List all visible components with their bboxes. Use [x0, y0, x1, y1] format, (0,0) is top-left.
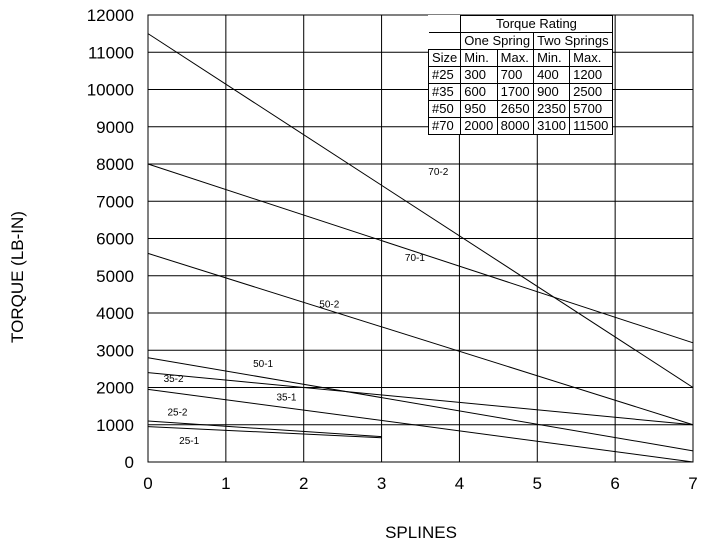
y-tick-label: 1000	[96, 416, 134, 435]
table-title: Torque Rating	[460, 15, 613, 33]
table-cell: 2000	[460, 117, 498, 135]
series-line-35-2	[147, 372, 694, 426]
y-tick-label: 9000	[96, 118, 134, 137]
table-corner	[428, 15, 462, 33]
table-row: #50 950 2650 2350 5700	[427, 100, 613, 118]
series-line-25-1	[147, 426, 382, 439]
table-header: Min.	[460, 49, 498, 67]
table-corner	[428, 32, 462, 50]
series-line-50-2	[147, 252, 694, 426]
x-tick-label: 3	[377, 474, 386, 493]
y-axis-label: TORQUE (LB-IN)	[8, 211, 27, 343]
table-cell: #50	[427, 100, 462, 118]
table-cell: #70	[427, 117, 462, 135]
y-tick-label: 10000	[87, 81, 134, 100]
y-tick-label: 12000	[87, 6, 134, 25]
table-header: Max.	[569, 49, 613, 67]
table-cell: 600	[460, 83, 498, 101]
x-tick-label: 5	[533, 474, 542, 493]
table-cell: 5700	[569, 100, 613, 118]
x-axis-label: SPLINES	[385, 523, 457, 542]
table-cell: 1200	[569, 66, 613, 84]
table-cell: 700	[496, 66, 535, 84]
table-header: Size	[427, 49, 462, 67]
x-tick-label: 7	[688, 474, 697, 493]
x-tick-label: 4	[455, 474, 464, 493]
table-cell: 900	[533, 83, 571, 101]
table-cell: 2350	[533, 100, 571, 118]
table-header: Max.	[496, 49, 535, 67]
series-line-70-2	[147, 33, 694, 388]
table-cell: 950	[460, 100, 498, 118]
x-tick-label: 6	[610, 474, 619, 493]
series-label-50-2: 50-2	[319, 299, 339, 310]
series-line-25-2	[147, 420, 382, 438]
y-tick-label: 2000	[96, 379, 134, 398]
y-tick-label: 4000	[96, 304, 134, 323]
series-labels: 70-2 70-1 50-2 50-1 35-2 35-1 25-2 25-1	[164, 167, 449, 447]
y-tick-label: 6000	[96, 230, 134, 249]
table-cell: 1700	[496, 83, 535, 101]
table-header-row: Size Min. Max. Min. Max.	[427, 49, 613, 67]
y-tick-label: 7000	[96, 192, 134, 211]
y-tick-label: 3000	[96, 341, 134, 360]
series-label-35-2: 35-2	[164, 374, 184, 385]
table-row: #35 600 1700 900 2500	[427, 83, 613, 101]
table-header: Min.	[533, 49, 571, 67]
tick-labels: 0 1 2 3 4 5 6 7 0 1000 2000 3000 4000 5000 6000 7000 800…	[87, 6, 698, 493]
table-cell: 2650	[496, 100, 535, 118]
y-tick-label: 8000	[96, 155, 134, 174]
series-line-35-1	[147, 388, 694, 463]
table-group-row: One Spring Two Springs	[428, 32, 613, 50]
series-lines	[147, 33, 694, 463]
table-group-header: Two Springs	[533, 32, 613, 50]
series-line-50-1	[147, 357, 694, 452]
y-tick-label: 11000	[88, 43, 134, 62]
table-cell: 400	[533, 66, 571, 84]
x-tick-label: 2	[299, 474, 308, 493]
y-tick-label: 0	[125, 453, 134, 472]
plot-frame	[147, 14, 694, 463]
series-label-70-1: 70-1	[405, 253, 425, 264]
series-label-50-1: 50-1	[253, 359, 273, 370]
table-cell: 300	[460, 66, 498, 84]
table-cell: 2500	[569, 83, 613, 101]
series-label-25-1: 25-1	[179, 436, 199, 447]
table-title-row: Torque Rating	[428, 15, 613, 33]
x-tick-label: 0	[143, 474, 152, 493]
series-label-25-2: 25-2	[167, 407, 187, 418]
table-row: #25 300 700 400 1200	[427, 66, 613, 84]
series-line-70-1	[147, 163, 694, 344]
table-group-header: One Spring	[460, 32, 535, 50]
table-cell: #25	[427, 66, 462, 84]
table-cell: 3100	[533, 117, 571, 135]
series-label-70-2: 70-2	[428, 167, 448, 178]
x-tick-label: 1	[221, 474, 230, 493]
series-label-35-1: 35-1	[276, 393, 296, 404]
y-tick-label: 5000	[96, 267, 134, 286]
table-cell: 11500	[569, 117, 613, 135]
table-cell: #35	[427, 83, 462, 101]
table-cell: 8000	[496, 117, 535, 135]
table-row: #70 2000 8000 3100 11500	[427, 117, 613, 135]
torque-rating-table: Torque Rating One Spring Two Springs Siz…	[427, 15, 613, 135]
